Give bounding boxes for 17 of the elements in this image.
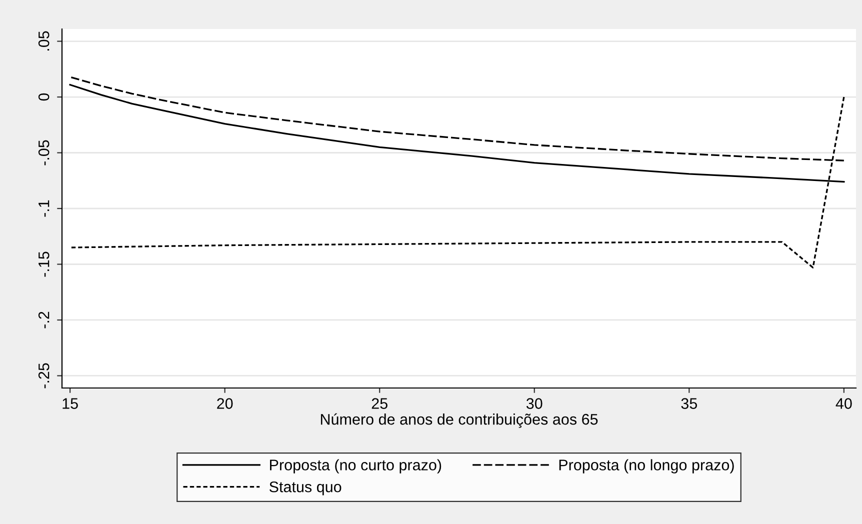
- y-tick-label: -.1: [38, 200, 50, 217]
- x-tick-label: 35: [681, 398, 698, 409]
- legend-label: Proposta (no longo prazo): [559, 459, 734, 474]
- x-tick-label: 25: [372, 398, 388, 409]
- y-tick-label: -.25: [38, 363, 50, 388]
- legend-label: Status quo: [269, 481, 342, 496]
- x-axis-title: Número de anos de contribuições aos 65: [320, 413, 598, 428]
- x-tick-label: 20: [217, 398, 233, 409]
- y-tick-label: -.05: [38, 140, 50, 166]
- y-tick-label: -.2: [38, 312, 50, 328]
- x-tick-label: 40: [836, 398, 852, 409]
- x-tick-label: 15: [62, 398, 78, 409]
- y-tick-label: -.15: [38, 252, 50, 277]
- legend-label: Proposta (no curto prazo): [270, 459, 442, 474]
- y-tick-label: 0: [38, 93, 50, 101]
- x-tick-label: 30: [526, 398, 542, 409]
- y-tick-label: .05: [38, 31, 50, 50]
